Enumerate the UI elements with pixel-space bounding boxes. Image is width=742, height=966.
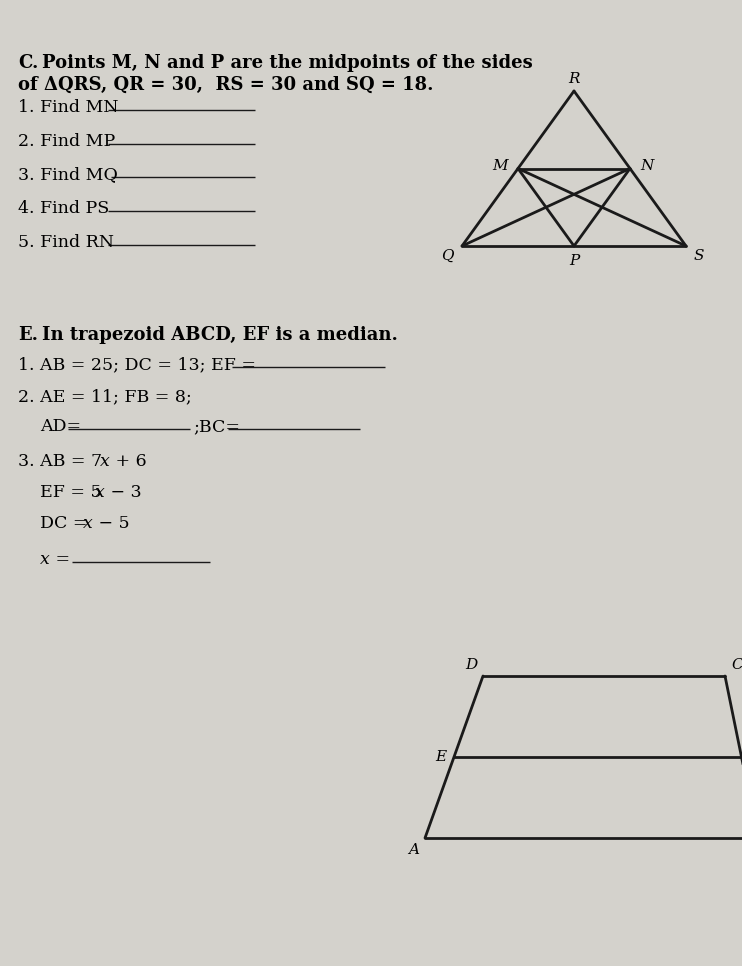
Text: 2. AE = 11; FB = 8;: 2. AE = 11; FB = 8; bbox=[18, 388, 191, 405]
Text: ;BC=: ;BC= bbox=[193, 418, 240, 435]
Text: Points M, N and P are the midpoints of the sides: Points M, N and P are the midpoints of t… bbox=[42, 54, 533, 72]
Text: C: C bbox=[731, 658, 742, 672]
Text: R: R bbox=[568, 72, 580, 86]
Text: 1. AB = 25; DC = 13; EF =: 1. AB = 25; DC = 13; EF = bbox=[18, 356, 256, 373]
Text: AD=: AD= bbox=[40, 418, 81, 435]
Text: 4. Find PS: 4. Find PS bbox=[18, 200, 109, 217]
Text: 3. Find MQ: 3. Find MQ bbox=[18, 166, 118, 183]
Text: − 3: − 3 bbox=[105, 484, 142, 501]
Text: 1. Find MN: 1. Find MN bbox=[18, 99, 119, 116]
Text: − 5: − 5 bbox=[93, 515, 130, 532]
Text: x: x bbox=[83, 515, 93, 532]
Text: x: x bbox=[100, 453, 110, 470]
Text: N: N bbox=[640, 159, 654, 174]
Text: P: P bbox=[569, 254, 579, 268]
Text: C.: C. bbox=[18, 54, 39, 72]
Text: D: D bbox=[464, 658, 477, 672]
Text: A: A bbox=[408, 843, 419, 857]
Text: x: x bbox=[40, 551, 50, 568]
Text: of ΔQRS, QR = 30,  RS = 30 and SQ = 18.: of ΔQRS, QR = 30, RS = 30 and SQ = 18. bbox=[18, 76, 433, 94]
Text: 5. Find RN: 5. Find RN bbox=[18, 234, 114, 251]
Text: S: S bbox=[694, 249, 704, 263]
Text: =: = bbox=[50, 551, 70, 568]
Text: + 6: + 6 bbox=[110, 453, 147, 470]
Text: DC =: DC = bbox=[40, 515, 93, 532]
Text: 3. AB = 7: 3. AB = 7 bbox=[18, 453, 102, 470]
Text: E.: E. bbox=[18, 326, 38, 344]
Text: M: M bbox=[493, 159, 508, 174]
Text: E: E bbox=[435, 750, 446, 764]
Text: EF = 5: EF = 5 bbox=[40, 484, 102, 501]
Text: x: x bbox=[95, 484, 105, 501]
Text: 2. Find MP: 2. Find MP bbox=[18, 133, 115, 150]
Text: Q: Q bbox=[441, 249, 454, 263]
Text: In trapezoid ABCD, EF is a median.: In trapezoid ABCD, EF is a median. bbox=[42, 326, 398, 344]
